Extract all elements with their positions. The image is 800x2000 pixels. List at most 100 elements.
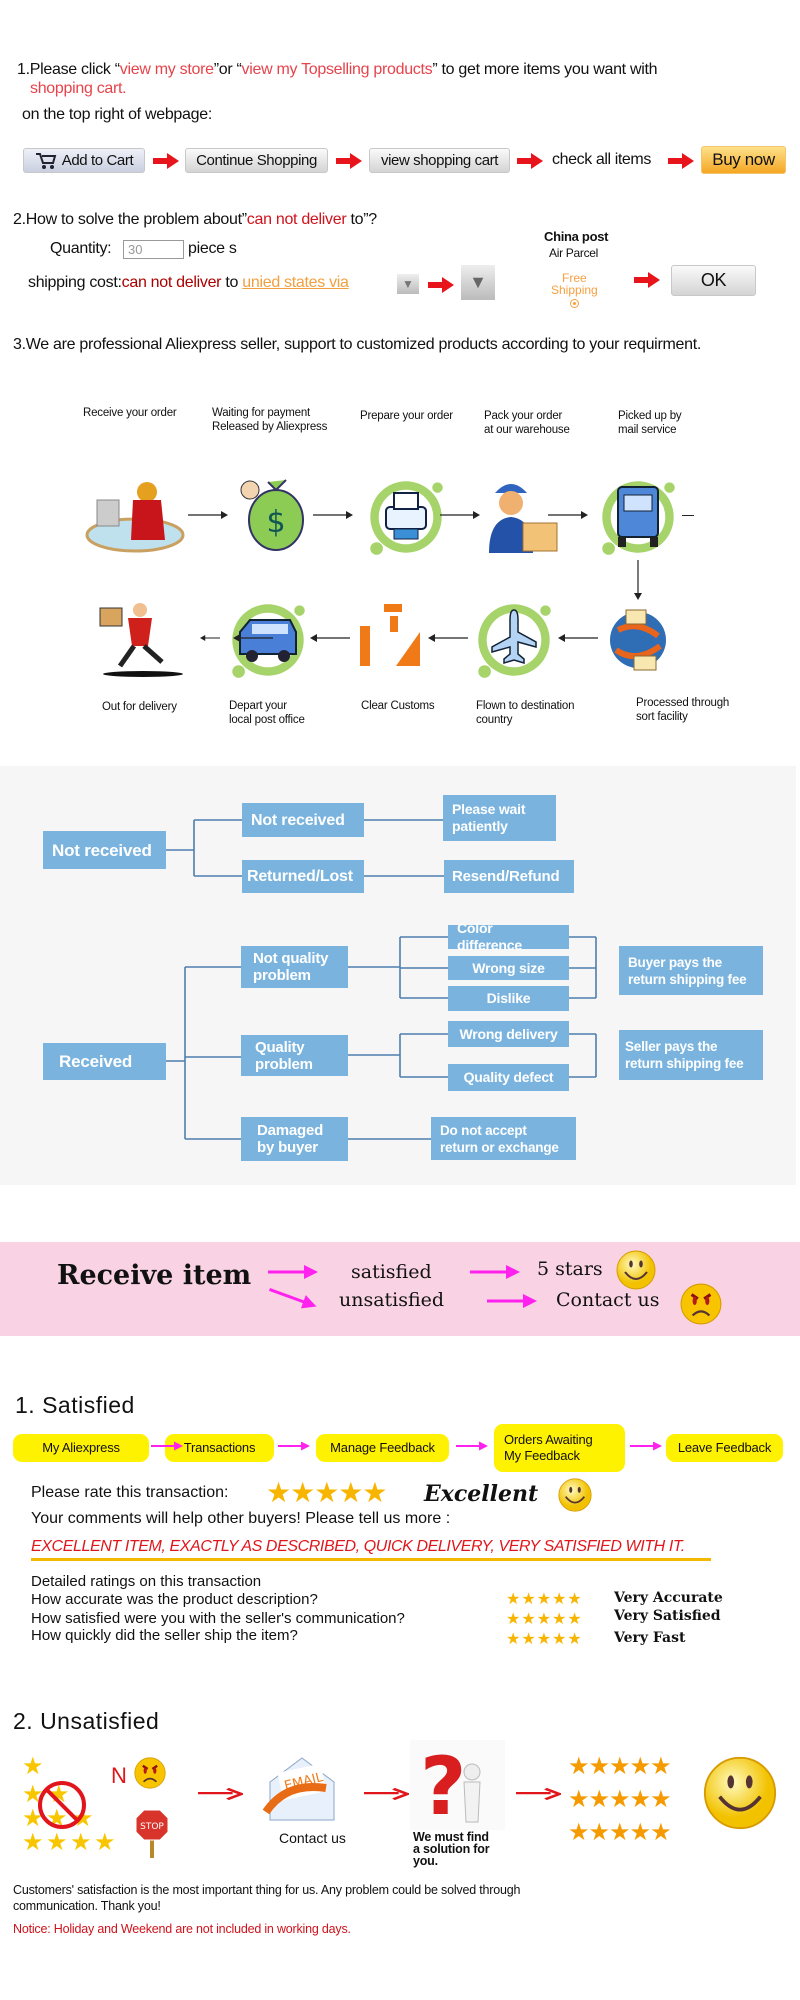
- view-shopping-cart-button[interactable]: view shopping cart: [369, 148, 510, 173]
- step-label: Pack your order at our warehouse: [484, 409, 570, 437]
- five-stars-text: 5 stars: [537, 1258, 603, 1280]
- line: We must find: [413, 1830, 489, 1844]
- rating-word: Excellent: [424, 1481, 539, 1507]
- buyer-pays-box: Buyer pays the return shipping fee: [619, 946, 763, 995]
- line: by buyer: [257, 1139, 318, 1156]
- quality-problem-box: Quality problem: [241, 1035, 348, 1076]
- small-dropdown-button[interactable]: ▼: [397, 274, 419, 294]
- label: Add to Cart: [61, 152, 134, 169]
- line: Not quality: [253, 950, 329, 967]
- line: Orders Awaiting: [504, 1432, 593, 1447]
- ok-button[interactable]: OK: [671, 265, 756, 296]
- question: How satisfied were you with the seller's…: [31, 1610, 405, 1627]
- satisfied-text: satisfied: [351, 1261, 432, 1283]
- step-label: Processed through sort facility: [636, 696, 729, 724]
- rate-label: Please rate this transaction:: [31, 1484, 229, 1501]
- dislike-box: Dislike: [448, 986, 569, 1011]
- warehouse-worker-icon: [489, 484, 558, 553]
- line: Do not accept: [440, 1122, 527, 1138]
- svg-text:★: ★: [22, 1804, 44, 1832]
- free-text: Free: [562, 271, 587, 285]
- detailed-title: Detailed ratings on this transaction: [31, 1573, 262, 1590]
- svg-text:★: ★: [46, 1828, 68, 1855]
- line: Customers' satisfaction is the most impo…: [13, 1883, 521, 1897]
- text: can not deliver: [246, 211, 347, 228]
- line: Released by Aliexpress: [212, 421, 328, 433]
- magenta-arrow-icon: [266, 1264, 320, 1280]
- comments-label: Your comments will help other buyers! Pl…: [31, 1510, 451, 1527]
- line: Please wait: [452, 801, 526, 817]
- question: How accurate was the product description…: [31, 1591, 318, 1608]
- wrong-size-box: Wrong size: [448, 956, 569, 980]
- quantity-input[interactable]: 30: [123, 240, 184, 259]
- step-label: Depart your local post office: [229, 699, 305, 727]
- comment-text[interactable]: EXCELLENT ITEM, EXACTLY AS DESCRIBED, QU…: [31, 1538, 685, 1555]
- magenta-arrow-icon: [278, 1440, 310, 1452]
- answer: Very Satisfied: [614, 1608, 721, 1624]
- line: Processed through: [636, 697, 730, 709]
- unsatisfied-heading: 2. Unsatisfied: [13, 1708, 160, 1734]
- continue-shopping-button[interactable]: Continue Shopping: [185, 148, 328, 173]
- step-label: Clear Customs: [361, 699, 435, 713]
- step-label: Picked up by mail service: [618, 409, 682, 437]
- magenta-arrow-icon: [151, 1440, 183, 1452]
- contact-us-text: Contact us: [556, 1289, 660, 1311]
- carrier-service: Air Parcel: [549, 246, 599, 260]
- line: you.: [413, 1854, 438, 1868]
- red-arrow-icon: [516, 1787, 561, 1801]
- comment-underline: [31, 1558, 711, 1561]
- receive-item-text: Receive item: [57, 1260, 252, 1291]
- text: 2.How to solve the problem about”: [13, 211, 247, 228]
- footer-satisfaction-text: Customers' satisfaction is the most impo…: [13, 1882, 520, 1914]
- section3-heading: 3.We are professional Aliexpress seller,…: [13, 336, 701, 353]
- svg-text:★: ★: [22, 1752, 44, 1780]
- line: return shipping fee: [625, 1056, 744, 1071]
- flowchart-connectors: [166, 819, 597, 1140]
- feedback-banner: [0, 1242, 800, 1336]
- text: shipping cost:: [28, 274, 122, 291]
- view-my-store-link[interactable]: view my store: [119, 61, 214, 78]
- svg-text:★: ★: [94, 1828, 116, 1855]
- step-orders-awaiting[interactable]: Orders Awaiting My Feedback: [494, 1424, 625, 1472]
- question-mark-icon: ?: [410, 1740, 505, 1830]
- damaged-by-buyer-box: Damaged by buyer: [241, 1117, 348, 1161]
- received-root-box: Received: [43, 1043, 166, 1080]
- magenta-arrow-icon: [485, 1293, 539, 1309]
- line: Waiting for payment: [212, 407, 311, 419]
- shipping-text: Shipping: [551, 283, 598, 297]
- truck-icon: [596, 473, 680, 561]
- line: Quality: [255, 1038, 305, 1056]
- question: How quickly did the seller ship the item…: [31, 1627, 298, 1644]
- shipping-radio[interactable]: [570, 299, 579, 308]
- view-topselling-link[interactable]: view my Topselling products: [241, 61, 433, 78]
- line: local post office: [229, 714, 305, 726]
- step-leave-feedback[interactable]: Leave Feedback: [666, 1434, 783, 1462]
- shipping-country-link[interactable]: unied states via: [242, 274, 349, 291]
- large-dropdown-button[interactable]: ▼: [461, 265, 495, 300]
- rating-stars-shipping[interactable]: ★★★★★: [506, 1631, 583, 1648]
- line: Picked up by: [618, 410, 682, 422]
- step-transactions[interactable]: Transactions: [165, 1434, 274, 1462]
- fifteen-stars-icon: ★★★★★ ★★★★★ ★★★★★: [568, 1753, 672, 1846]
- smiley-icon: [558, 1478, 592, 1512]
- line: return shipping fee: [628, 971, 747, 987]
- add-to-cart-button[interactable]: Add to Cart: [23, 148, 145, 173]
- check-all-items-text: check all items: [552, 151, 651, 168]
- quantity-unit: piece s: [188, 240, 237, 257]
- delivery-man-icon: [99, 603, 183, 677]
- rating-stars[interactable]: ★★★★★: [266, 1477, 388, 1508]
- rating-stars-communication[interactable]: ★★★★★: [506, 1611, 583, 1628]
- shipping-cost-row: shipping cost:can not deliver to unied s…: [28, 274, 349, 292]
- step-my-aliexpress[interactable]: My Aliexpress: [13, 1434, 149, 1462]
- rating-stars-accuracy[interactable]: ★★★★★: [506, 1591, 583, 1608]
- step-label: Receive your order: [83, 406, 177, 420]
- buy-now-button[interactable]: Buy now: [701, 146, 786, 174]
- svg-text:★: ★: [22, 1780, 44, 1808]
- line: patiently: [452, 818, 508, 834]
- arrow-stub: [682, 515, 694, 516]
- line: problem: [255, 1055, 313, 1073]
- no-stars-icon: ★★ ★★ ★ ★★ ★ ★ ★: [22, 1752, 116, 1855]
- no-letter: N: [111, 1763, 127, 1788]
- svg-text:?: ?: [420, 1740, 466, 1830]
- step-manage-feedback[interactable]: Manage Feedback: [316, 1434, 449, 1462]
